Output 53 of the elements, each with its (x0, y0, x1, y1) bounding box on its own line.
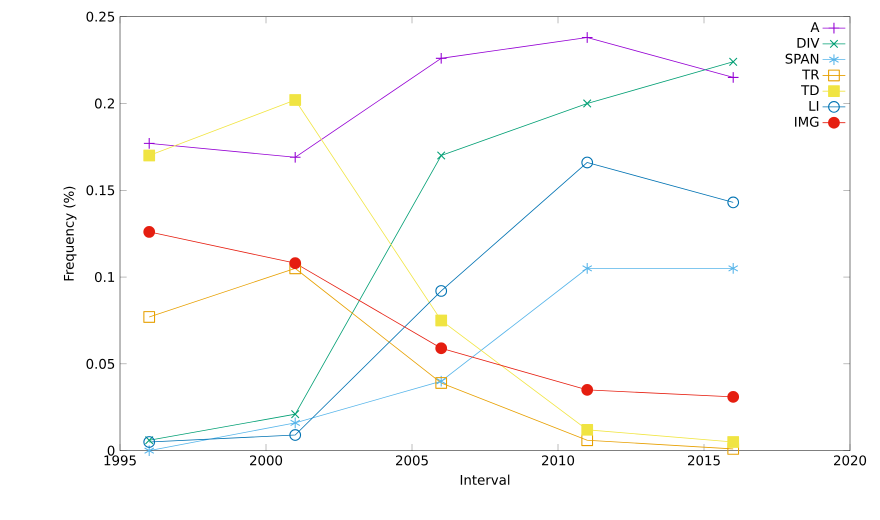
x-tick-label: 2000 (250, 455, 282, 466)
x-tick-label: 2015 (688, 455, 720, 466)
legend-label: IMG (795, 116, 818, 127)
y-tick-label: 0.25 (86, 12, 114, 22)
point (581, 434, 594, 446)
y-tick-label: 0.2 (94, 98, 114, 108)
point (143, 138, 156, 150)
y-tick-label: 0.1 (94, 272, 114, 282)
point (727, 196, 740, 208)
point (435, 314, 448, 326)
point (728, 57, 738, 66)
point (582, 99, 592, 108)
point (143, 436, 156, 448)
point (728, 262, 738, 274)
point (144, 444, 154, 457)
legend-label: TD (801, 85, 819, 96)
point (290, 417, 300, 429)
point (143, 311, 156, 323)
point (289, 257, 302, 270)
legend-label: LI (809, 101, 818, 111)
legend-label: DIV (798, 38, 820, 48)
point (582, 262, 592, 274)
point (289, 429, 302, 441)
point (290, 410, 300, 419)
point (581, 424, 594, 436)
point (727, 390, 740, 403)
y-axis-title: Frequency (%) (64, 186, 76, 280)
y-tick-label: 0 (108, 446, 114, 456)
x-tick-label: 2020 (834, 455, 866, 466)
x-axis-title: Interval (460, 474, 510, 485)
point (435, 342, 448, 354)
legend-label: SPAN (786, 54, 818, 64)
point (144, 436, 154, 445)
point (727, 436, 740, 448)
point (581, 32, 594, 44)
legend-label: A (810, 22, 820, 32)
point (289, 94, 302, 106)
legend-label: TR (802, 70, 820, 80)
point (289, 151, 302, 164)
point (435, 52, 448, 64)
x-tick-label: 2010 (542, 455, 574, 466)
point (143, 226, 156, 238)
point (727, 72, 740, 84)
x-tick-label: 1995 (104, 455, 136, 466)
y-tick-label: 0.15 (86, 185, 114, 196)
y-tick-label: 0.05 (86, 358, 114, 369)
point (436, 151, 446, 160)
point (143, 150, 156, 162)
point (581, 156, 594, 168)
point (581, 384, 594, 396)
point (289, 262, 302, 274)
x-tick-label: 2005 (396, 455, 428, 466)
point (435, 285, 448, 297)
